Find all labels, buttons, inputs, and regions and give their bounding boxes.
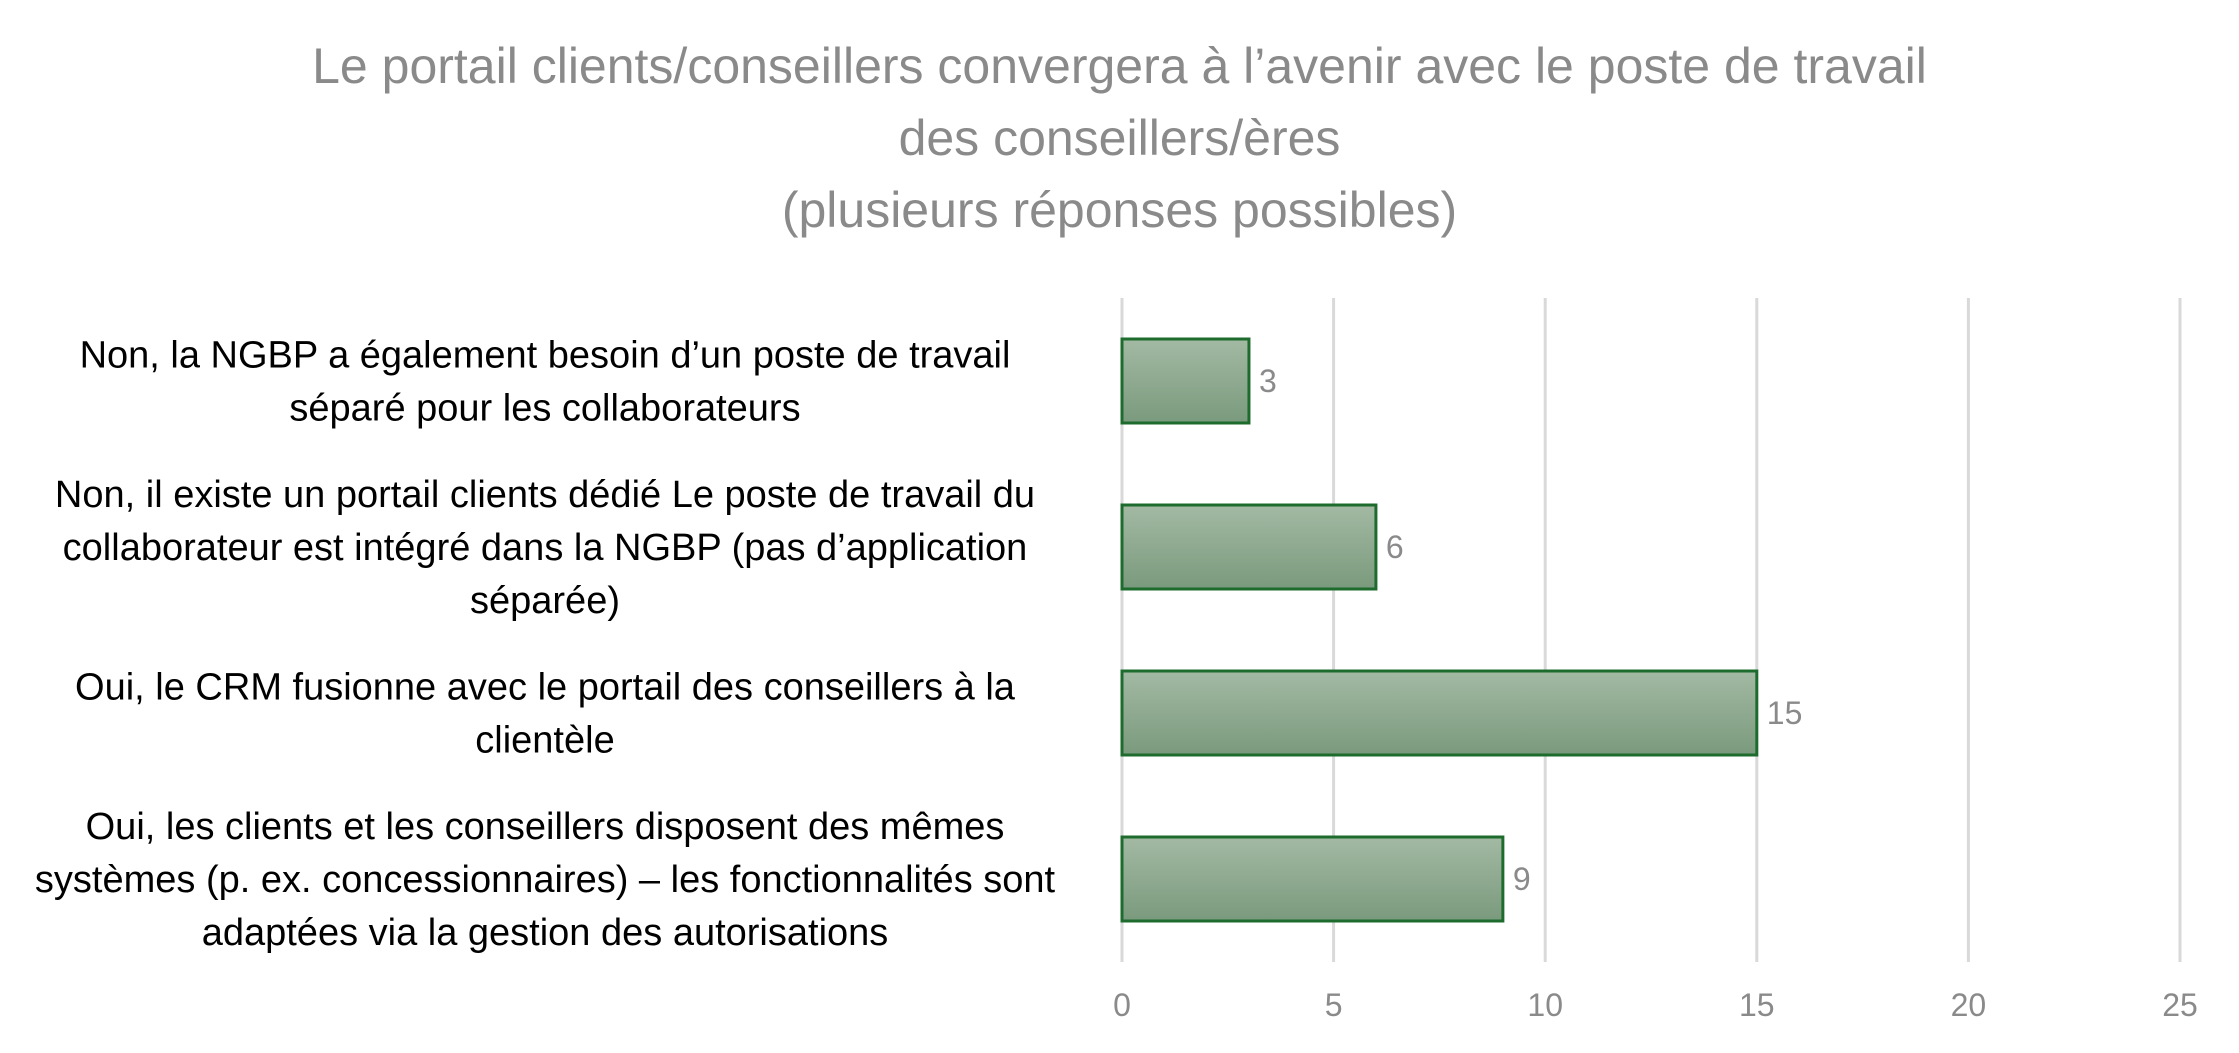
x-tick-label: 15 [1739, 987, 1775, 1023]
data-label: 3 [1259, 363, 1277, 399]
category-labels: Non, la NGBP a également besoin d’un pos… [35, 335, 1056, 955]
category-label: systèmes (p. ex. concessionnaires) – les… [35, 859, 1056, 901]
x-tick-label: 20 [1951, 987, 1987, 1023]
x-tick-label: 25 [2162, 987, 2198, 1023]
category-label: adaptées via la gestion des autorisation… [202, 912, 889, 954]
category-label: clientèle [475, 720, 614, 762]
chart-title-line-1: Le portail clients/conseillers converger… [312, 38, 1927, 94]
category-label: séparée) [470, 580, 620, 622]
category-label: séparé pour les collaborateurs [289, 388, 800, 430]
category-label: collaborateur est intégré dans la NGBP (… [63, 527, 1028, 569]
bar-2 [1120, 503, 1378, 591]
chart-title-line-2: des conseillers/ères [898, 110, 1341, 166]
chart-title: Le portail clients/conseillers converger… [0, 30, 2239, 246]
category-label: Non, la NGBP a également besoin d’un pos… [80, 335, 1011, 377]
bars: 3 6 15 9 [1120, 337, 1803, 923]
data-label: 15 [1767, 695, 1803, 731]
x-axis-ticks: 0 5 10 15 20 25 [1113, 987, 2198, 1023]
bar-3 [1120, 669, 1759, 757]
data-label: 6 [1386, 529, 1404, 565]
bar-4 [1120, 835, 1505, 923]
category-label: Non, il existe un portail clients dédié … [55, 474, 1035, 516]
x-tick-label: 10 [1527, 987, 1563, 1023]
chart-title-line-3: (plusieurs réponses possibles) [781, 182, 1458, 238]
category-label: Oui, les clients et les conseillers disp… [86, 806, 1005, 848]
x-tick-label: 0 [1113, 987, 1131, 1023]
bar-1 [1120, 337, 1251, 425]
data-label: 9 [1513, 861, 1531, 897]
x-tick-label: 5 [1325, 987, 1343, 1023]
category-label: Oui, le CRM fusionne avec le portail des… [75, 667, 1016, 709]
